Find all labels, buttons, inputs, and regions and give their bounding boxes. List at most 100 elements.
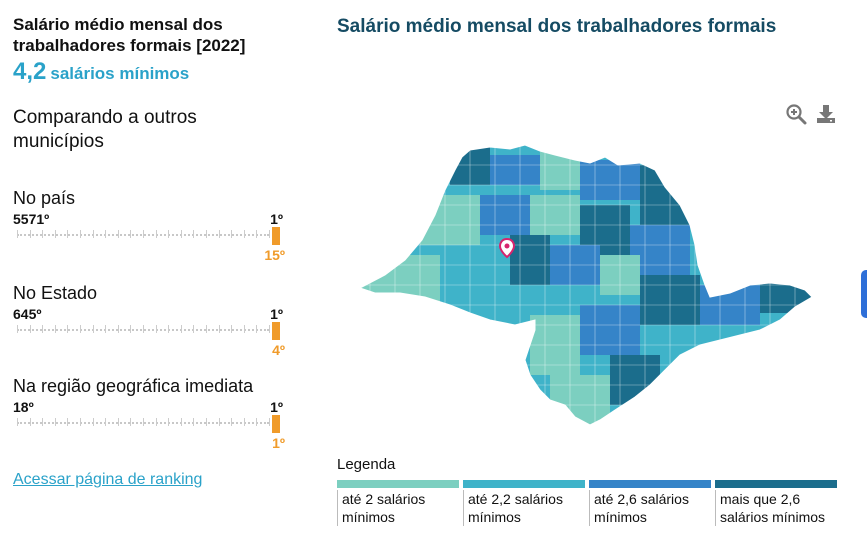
ranking-tick (218, 418, 220, 426)
ranking-tick (231, 230, 233, 238)
ranking-tick (180, 418, 182, 426)
ranking-tick (92, 325, 94, 333)
indicator-value: 4,2 (13, 58, 47, 85)
ranking-position-bar (272, 322, 280, 340)
ranking-tick (54, 325, 56, 333)
ranking-tick (143, 325, 144, 333)
ranking-tick (256, 418, 258, 426)
ranking-tick (143, 418, 144, 426)
download-icon[interactable] (815, 103, 837, 125)
ranking-tick (80, 418, 81, 426)
indicator-unit: salários mínimos (50, 64, 190, 83)
ranking-max: 1º (270, 211, 283, 227)
ranking-tick (105, 418, 107, 426)
ranking-tick (117, 325, 119, 333)
ranking-tick (206, 230, 207, 238)
map-regions (360, 145, 812, 425)
legend-swatch (589, 480, 711, 488)
ranking-position-bar (272, 415, 280, 433)
ranking-page-link[interactable]: Acessar página de ranking (13, 471, 203, 488)
ranking-min: 645º (13, 306, 42, 322)
ranking-tick (243, 418, 245, 426)
ranking-tick (17, 418, 18, 426)
ranking-tick (231, 325, 233, 333)
ranking-tick (256, 230, 258, 238)
ranking-tick (206, 325, 207, 333)
ranking-tick (155, 325, 157, 333)
ranking-tick (130, 418, 132, 426)
legend-swatch (715, 480, 837, 488)
ranking-tick (231, 418, 233, 426)
ranking-tick (168, 325, 170, 333)
indicator-panel: Salário médio mensal dos trabalhadores f… (13, 14, 313, 154)
ranking-tick (168, 418, 170, 426)
ranking-state: No Estado 645º 1º 4º (13, 283, 285, 373)
map-title: Salário médio mensal dos trabalhadores f… (337, 16, 777, 37)
ranking-min: 5571º (13, 211, 50, 227)
ranking-tick (42, 418, 44, 426)
ranking-tick (80, 230, 81, 238)
ranking-label: Na região geográfica imediata (13, 376, 254, 396)
ranking-position-bar (272, 227, 280, 245)
ranking-tick (193, 325, 195, 333)
ranking-tick (29, 418, 31, 426)
ranking-tick (54, 418, 56, 426)
ranking-tick (67, 325, 69, 333)
ranking-tick (269, 418, 270, 426)
ranking-tick (130, 325, 132, 333)
ranking-tick (218, 325, 220, 333)
ranking-tick (143, 230, 144, 238)
indicator-value-row: 4,2 salários mínimos (13, 58, 313, 86)
legend-label: até 2,6 salários mínimos (589, 490, 711, 526)
ranking-tick (92, 418, 94, 426)
ranking-tick (168, 230, 170, 238)
ranking-country: No país 5571º 1º 15º (13, 188, 285, 278)
ranking-min: 18º (13, 399, 34, 415)
ranking-tick (256, 325, 258, 333)
ranking-tick (92, 230, 94, 238)
side-feedback-tab[interactable] (861, 270, 867, 318)
ranking-tick (17, 325, 18, 333)
compare-heading: Comparando a outros municípios (13, 107, 197, 152)
legend-item: até 2,6 salários mínimos (589, 480, 711, 526)
legend-label: mais que 2,6 salários mínimos (715, 490, 837, 526)
ranking-region: Na região geográfica imediata 18º 1º 1º (13, 376, 285, 466)
ranking-tick (117, 418, 119, 426)
indicator-title: Salário médio mensal dos trabalhadores f… (13, 15, 246, 55)
ranking-tick (269, 230, 270, 238)
legend-item: mais que 2,6 salários mínimos (715, 480, 837, 526)
zoom-in-icon[interactable] (785, 103, 807, 125)
ranking-tick (193, 230, 195, 238)
ranking-tick (42, 325, 44, 333)
legend-title: Legenda (337, 456, 396, 473)
ranking-tick (218, 230, 220, 238)
location-pin-icon (498, 237, 516, 259)
legend: até 2 salários mínimos até 2,2 salários … (337, 480, 837, 526)
ranking-tick (180, 325, 182, 333)
legend-swatch (463, 480, 585, 488)
ranking-tick (105, 325, 107, 333)
ranking-tick (117, 230, 119, 238)
ranking-tick (180, 230, 182, 238)
ranking-position: 1º (272, 435, 285, 451)
ranking-tick (105, 230, 107, 238)
legend-item: até 2,2 salários mínimos (463, 480, 585, 526)
legend-label: até 2 salários mínimos (337, 490, 459, 526)
ranking-position: 15º (264, 247, 285, 263)
ranking-tick (80, 325, 81, 333)
ranking-tick (243, 230, 245, 238)
ranking-tick (193, 418, 195, 426)
ranking-tick (269, 325, 270, 333)
ranking-max: 1º (270, 399, 283, 415)
legend-swatch (337, 480, 459, 488)
ranking-tick (67, 230, 69, 238)
ranking-tick (130, 230, 132, 238)
ranking-tick (54, 230, 56, 238)
ranking-tick (29, 230, 31, 238)
legend-label: até 2,2 salários mínimos (463, 490, 585, 526)
ranking-position: 4º (272, 342, 285, 358)
ranking-tick (17, 230, 18, 238)
ranking-max: 1º (270, 306, 283, 322)
ranking-tick (67, 418, 69, 426)
choropleth-map[interactable] (350, 135, 830, 435)
